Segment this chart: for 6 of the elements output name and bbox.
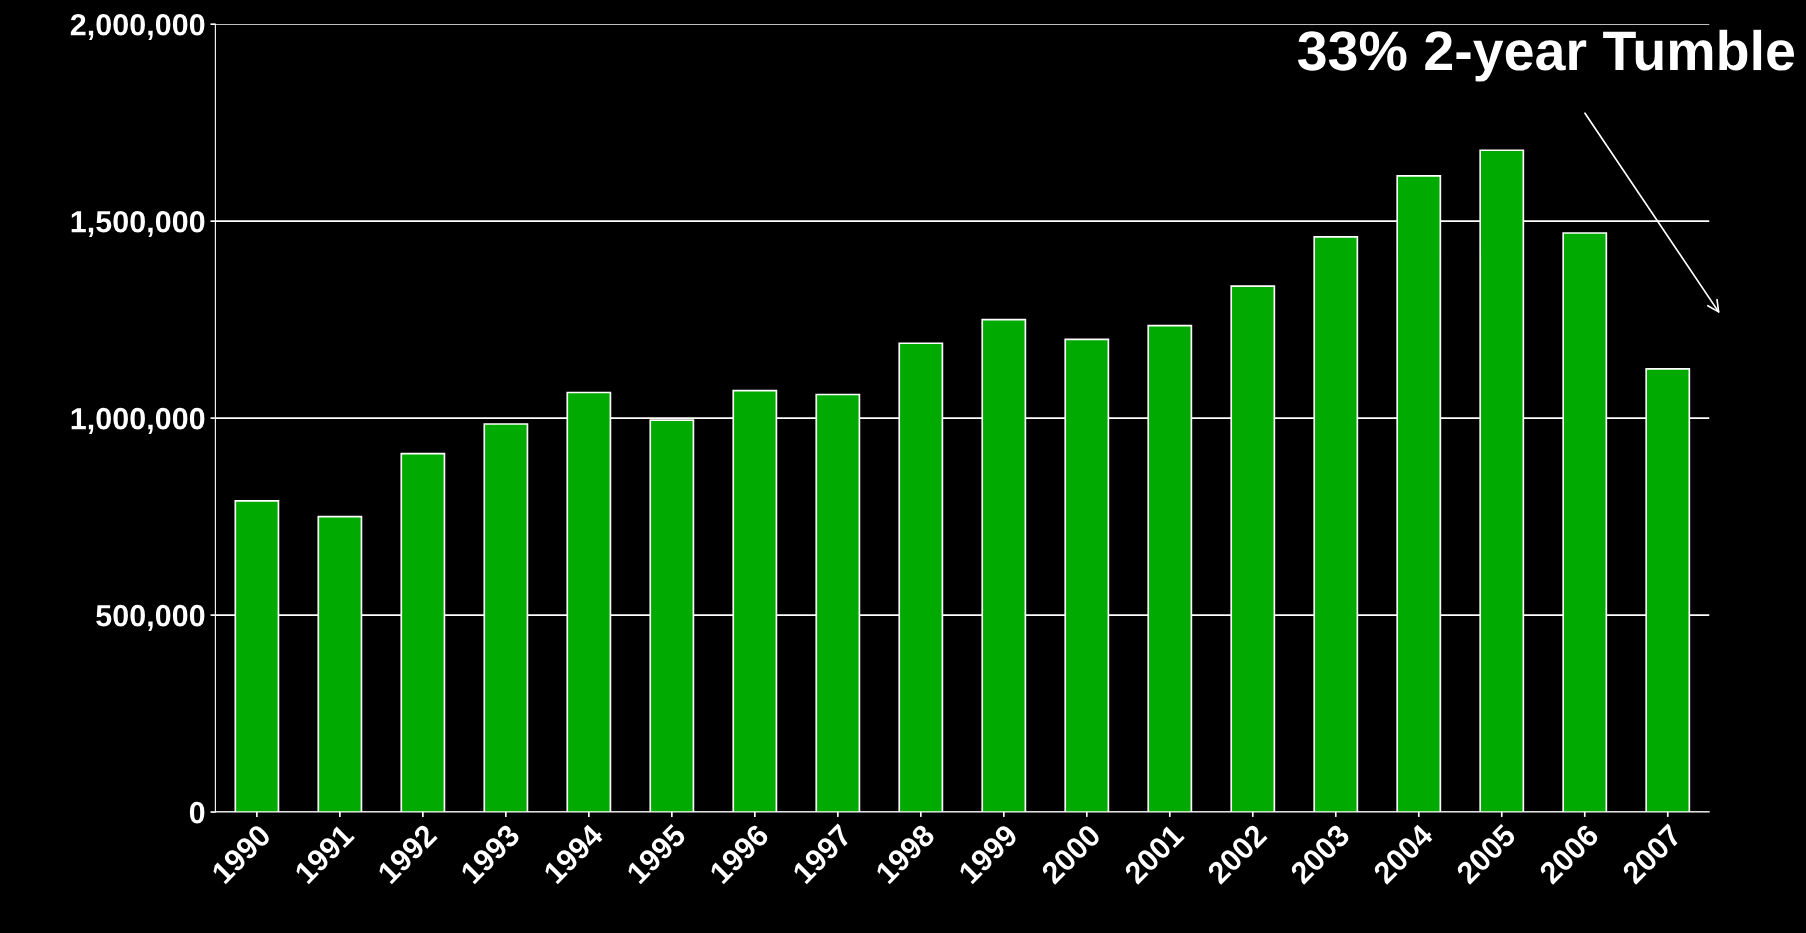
y-tick-label: 500,000 [96,604,205,631]
y-tick-label: 2,000,000 [70,13,205,40]
y-tick-label: 1,500,000 [71,210,205,237]
y-tick-label: 0 [189,801,205,824]
y-tick-label: 1,000,000 [71,407,205,434]
annotation: 33% 2-year Tumble [1297,29,1795,82]
